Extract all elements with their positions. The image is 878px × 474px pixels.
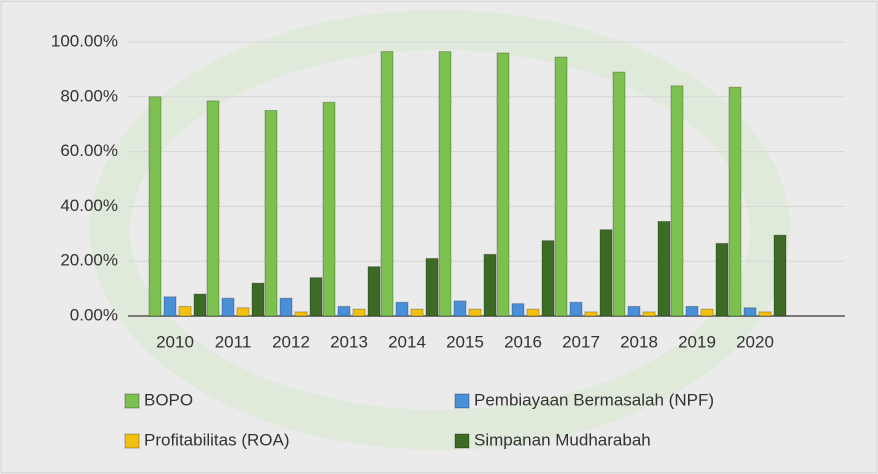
bar [265,111,277,317]
y-tick-label: 40.00% [60,196,118,215]
bar [323,102,335,316]
bar [555,57,567,316]
bar [252,283,264,316]
bar [628,306,640,316]
bar [368,267,380,316]
bar [527,309,539,316]
bar [353,309,365,316]
x-tick-label: 2018 [620,332,658,351]
x-tick-label: 2011 [215,332,252,351]
bar [396,302,408,316]
bar [310,278,322,316]
legend-swatch [125,394,139,408]
bar [484,254,496,316]
bar [585,312,597,316]
bar [643,312,655,316]
x-tick-label: 2010 [156,332,194,351]
bar [179,306,191,316]
chart: 0.00% 20.00% 40.00% 60.00% 80.00% 100.00% 2010… [0,0,878,474]
y-tick-label: 60.00% [60,141,118,160]
bar [164,297,176,316]
bar [338,306,350,316]
bar [149,97,161,316]
x-tick-label: 2017 [562,332,600,351]
bar [512,304,524,316]
bar [658,221,670,316]
bar [701,309,713,316]
bar [222,298,234,316]
bar [729,87,741,316]
bar [716,243,728,316]
bar [381,52,393,316]
legend-label: Pembiayaan Bermasalah (NPF) [474,390,714,409]
bar [411,309,423,316]
x-tick-label: 2015 [446,332,484,351]
bar [600,230,612,316]
bar [237,308,249,316]
bar [426,258,438,316]
bar [295,312,307,316]
legend-swatch [455,394,469,408]
bar [439,52,451,316]
legend-label: BOPO [144,390,193,409]
bar [542,241,554,316]
y-tick-label: 20.00% [60,251,118,270]
legend-swatch [125,434,139,448]
x-tick-label: 2016 [504,332,542,351]
bar [686,306,698,316]
y-tick-label: 0.00% [70,305,118,324]
bar [207,101,219,316]
x-tick-label: 2014 [388,332,426,351]
bar [774,235,786,316]
bar [469,309,481,316]
bar [454,301,466,316]
x-tick-label: 2020 [736,332,774,351]
bar [759,312,771,316]
bar [744,308,756,316]
x-tick-label: 2012 [272,332,310,351]
bar [613,72,625,316]
bar [570,302,582,316]
bar [280,298,292,316]
x-tick-label: 2019 [678,332,716,351]
y-tick-label: 100.00% [51,31,118,50]
legend-swatch [455,434,469,448]
x-tick-label: 2013 [330,332,368,351]
bar [671,86,683,316]
legend-label: Simpanan Mudharabah [474,430,651,449]
y-tick-label: 80.00% [60,86,118,105]
bar [497,53,509,316]
legend-label: Profitabilitas (ROA) [144,430,289,449]
bar [194,294,206,316]
